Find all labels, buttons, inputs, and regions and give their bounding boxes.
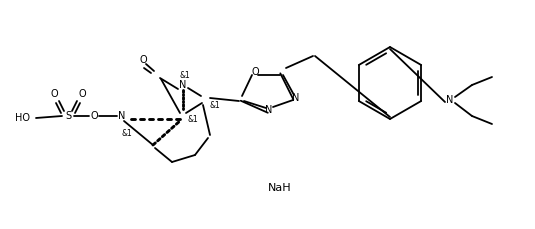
Text: O: O xyxy=(139,55,147,65)
Text: O: O xyxy=(78,89,86,99)
Text: &1: &1 xyxy=(121,130,132,139)
Text: N: N xyxy=(292,93,300,103)
Text: O: O xyxy=(50,89,58,99)
Text: &1: &1 xyxy=(210,101,220,109)
Text: &1: &1 xyxy=(188,115,198,125)
Text: HO: HO xyxy=(15,113,30,123)
Text: N: N xyxy=(118,111,126,121)
Text: O: O xyxy=(90,111,98,121)
Text: N: N xyxy=(179,80,187,90)
Text: NaH: NaH xyxy=(268,183,292,193)
Text: N: N xyxy=(265,105,273,115)
Text: N: N xyxy=(446,95,454,105)
Text: S: S xyxy=(65,111,71,121)
Text: &1: &1 xyxy=(180,71,190,79)
Text: O: O xyxy=(251,67,259,77)
